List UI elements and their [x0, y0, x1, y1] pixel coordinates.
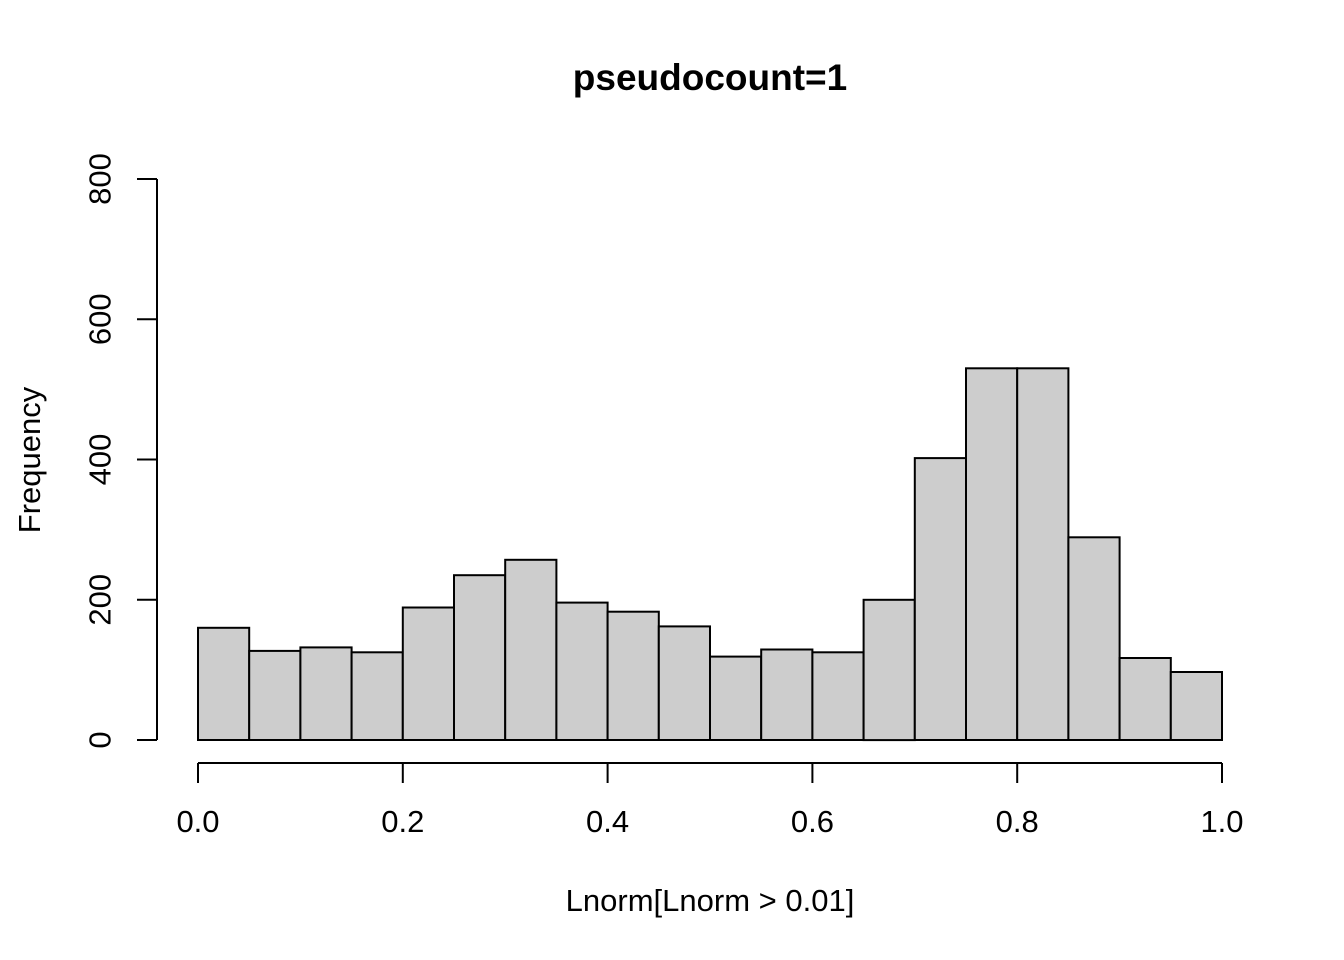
- x-tick-label: 1.0: [1200, 804, 1243, 839]
- histogram-bar: [657, 625, 711, 742]
- x-tick-label: 0.6: [791, 804, 834, 839]
- x-tick-label: 0.2: [381, 804, 424, 839]
- histogram-bar: [299, 646, 353, 742]
- chart-title: pseudocount=1: [572, 57, 848, 98]
- histogram-bar: [811, 651, 865, 741]
- histogram-bar: [1067, 536, 1121, 741]
- histogram-bar: [862, 598, 916, 742]
- histogram-bar: [248, 649, 302, 742]
- histogram-bar: [197, 626, 251, 741]
- histogram-bar: [1169, 671, 1224, 741]
- histogram-bar: [504, 558, 558, 741]
- histogram-bar: [1118, 657, 1172, 741]
- y-tick-label: 400: [83, 434, 118, 486]
- histogram-bar: [709, 655, 763, 741]
- y-tick-label: 800: [83, 153, 118, 205]
- y-tick-label: 600: [83, 293, 118, 345]
- x-axis-title: Lnorm[Lnorm > 0.01]: [565, 883, 855, 918]
- histogram-bar: [350, 651, 404, 741]
- histogram-bar: [965, 367, 1019, 741]
- histogram-bar: [760, 648, 814, 741]
- histogram-bar: [453, 574, 507, 742]
- histogram-bar: [555, 601, 609, 741]
- histogram-bar: [913, 457, 967, 741]
- y-axis-title: Frequency: [12, 386, 47, 534]
- y-tick-label: 0: [83, 731, 118, 748]
- histogram-bar: [606, 610, 660, 742]
- x-tick-label: 0.4: [586, 804, 629, 839]
- x-tick-label: 0.8: [996, 804, 1039, 839]
- histogram-bar: [401, 606, 455, 741]
- histogram-bar: [1016, 367, 1070, 741]
- y-tick-label: 200: [83, 574, 118, 626]
- x-tick-label: 0.0: [176, 804, 219, 839]
